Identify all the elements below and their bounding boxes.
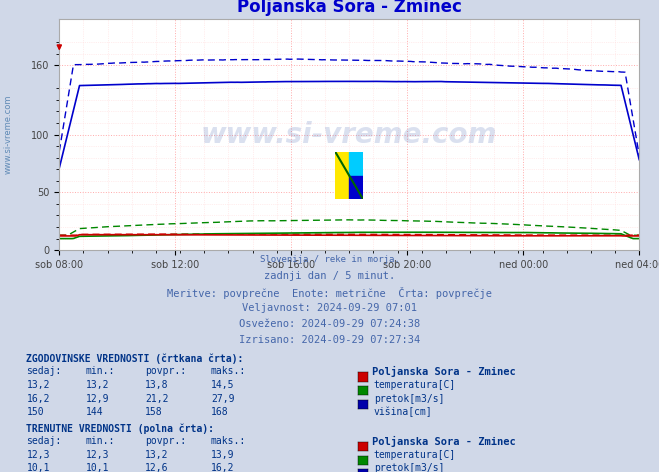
Text: Slovenija / reke in morja.: Slovenija / reke in morja. [260, 255, 399, 264]
Text: 12,3: 12,3 [86, 449, 109, 460]
Text: povpr.:: povpr.: [145, 436, 186, 446]
Text: pretok[m3/s]: pretok[m3/s] [374, 394, 444, 404]
Text: 13,2: 13,2 [26, 380, 50, 390]
Text: 21,2: 21,2 [145, 394, 169, 404]
Text: 16,2: 16,2 [211, 463, 235, 472]
Text: 12,6: 12,6 [145, 463, 169, 472]
Text: 16,2: 16,2 [26, 394, 50, 404]
Text: 13,2: 13,2 [145, 449, 169, 460]
Text: sedaj:: sedaj: [26, 366, 61, 376]
Polygon shape [349, 152, 363, 176]
Text: 13,8: 13,8 [145, 380, 169, 390]
Text: maks.:: maks.: [211, 366, 246, 376]
Text: Poljanska Sora - Zminec: Poljanska Sora - Zminec [372, 436, 516, 447]
Text: maks.:: maks.: [211, 436, 246, 446]
Text: temperatura[C]: temperatura[C] [374, 380, 456, 390]
Text: 13,9: 13,9 [211, 449, 235, 460]
Text: min.:: min.: [86, 436, 115, 446]
Title: Poljanska Sora - Zminec: Poljanska Sora - Zminec [237, 0, 462, 16]
Text: min.:: min.: [86, 366, 115, 376]
Text: 168: 168 [211, 407, 229, 417]
Text: www.si-vreme.com: www.si-vreme.com [201, 120, 498, 149]
Text: Osveženo: 2024-09-29 07:24:38: Osveženo: 2024-09-29 07:24:38 [239, 319, 420, 329]
Text: Izrisano: 2024-09-29 07:27:34: Izrisano: 2024-09-29 07:27:34 [239, 335, 420, 345]
Text: višina[cm]: višina[cm] [374, 407, 432, 418]
Text: zadnji dan / 5 minut.: zadnji dan / 5 minut. [264, 271, 395, 281]
Text: 14,5: 14,5 [211, 380, 235, 390]
Text: pretok[m3/s]: pretok[m3/s] [374, 463, 444, 472]
Text: sedaj:: sedaj: [26, 436, 61, 446]
Text: ZGODOVINSKE VREDNOSTI (črtkana črta):: ZGODOVINSKE VREDNOSTI (črtkana črta): [26, 354, 244, 364]
Text: 150: 150 [26, 407, 44, 417]
Text: 10,1: 10,1 [86, 463, 109, 472]
Text: www.si-vreme.com: www.si-vreme.com [3, 95, 13, 174]
Text: 13,2: 13,2 [86, 380, 109, 390]
Text: 27,9: 27,9 [211, 394, 235, 404]
Text: Poljanska Sora - Zminec: Poljanska Sora - Zminec [372, 366, 516, 378]
Text: 10,1: 10,1 [26, 463, 50, 472]
Text: 144: 144 [86, 407, 103, 417]
Text: 158: 158 [145, 407, 163, 417]
Bar [335, 152, 349, 199]
Text: Veljavnost: 2024-09-29 07:01: Veljavnost: 2024-09-29 07:01 [242, 303, 417, 313]
Text: povpr.:: povpr.: [145, 366, 186, 376]
Polygon shape [349, 176, 363, 199]
Text: TRENUTNE VREDNOSTI (polna črta):: TRENUTNE VREDNOSTI (polna črta): [26, 423, 214, 434]
Text: 12,9: 12,9 [86, 394, 109, 404]
Text: 12,3: 12,3 [26, 449, 50, 460]
Text: temperatura[C]: temperatura[C] [374, 449, 456, 460]
Text: Meritve: povprečne  Enote: metrične  Črta: povprečje: Meritve: povprečne Enote: metrične Črta:… [167, 287, 492, 299]
